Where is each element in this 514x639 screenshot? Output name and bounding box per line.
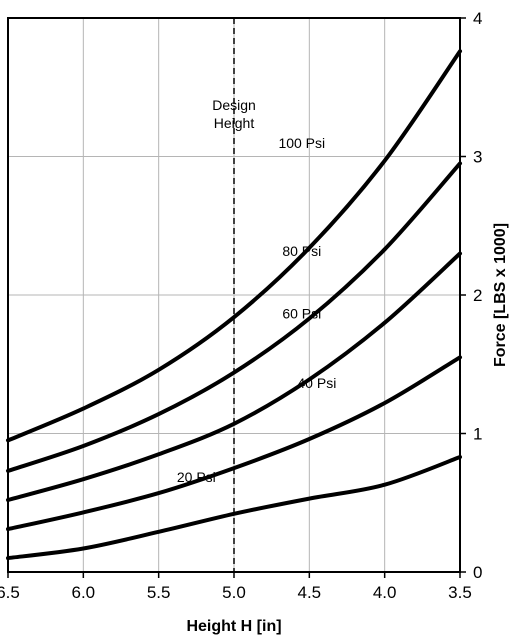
- series-line: [6, 49, 462, 443]
- series-label: 40 Psi: [297, 375, 336, 391]
- y-axis-title: Force [LBS x 1000]: [492, 223, 509, 367]
- x-tick-label: 4.0: [373, 583, 397, 602]
- x-tick-label: 4.5: [298, 583, 322, 602]
- series-label: 20 Psi: [177, 469, 216, 485]
- series-line: [6, 355, 462, 532]
- x-tick-label: 5.0: [222, 583, 246, 602]
- y-tick-label: 4: [473, 9, 482, 28]
- x-axis-title: Height H [in]: [186, 618, 281, 635]
- y-tick-label: 3: [473, 148, 482, 167]
- x-tick-label: 6.5: [0, 583, 20, 602]
- series-curves: [6, 49, 462, 561]
- axis-ticks: 6.5 6.0 5.5 5.0 4.5 4.0 3.50 1 2 3 4: [0, 9, 482, 602]
- series-labels: 20 Psi 40 Psi 60 Psi 80 Psi 100 Psi: [177, 135, 336, 485]
- x-tick-label: 6.0: [72, 583, 96, 602]
- y-tick-label: 0: [473, 563, 482, 582]
- series-line: [6, 455, 462, 561]
- x-tick-label: 3.5: [448, 583, 472, 602]
- design-annotation-line2: Height: [214, 115, 255, 131]
- y-tick-label: 2: [473, 286, 482, 305]
- series-line: [6, 161, 462, 473]
- x-tick-label: 5.5: [147, 583, 171, 602]
- series-line: [6, 251, 462, 502]
- series-label: 60 Psi: [282, 306, 321, 322]
- design-annotation-line1: Design: [212, 97, 256, 113]
- y-tick-label: 1: [473, 425, 482, 444]
- series-label: 80 Psi: [282, 243, 321, 259]
- series-label: 100 Psi: [278, 135, 325, 151]
